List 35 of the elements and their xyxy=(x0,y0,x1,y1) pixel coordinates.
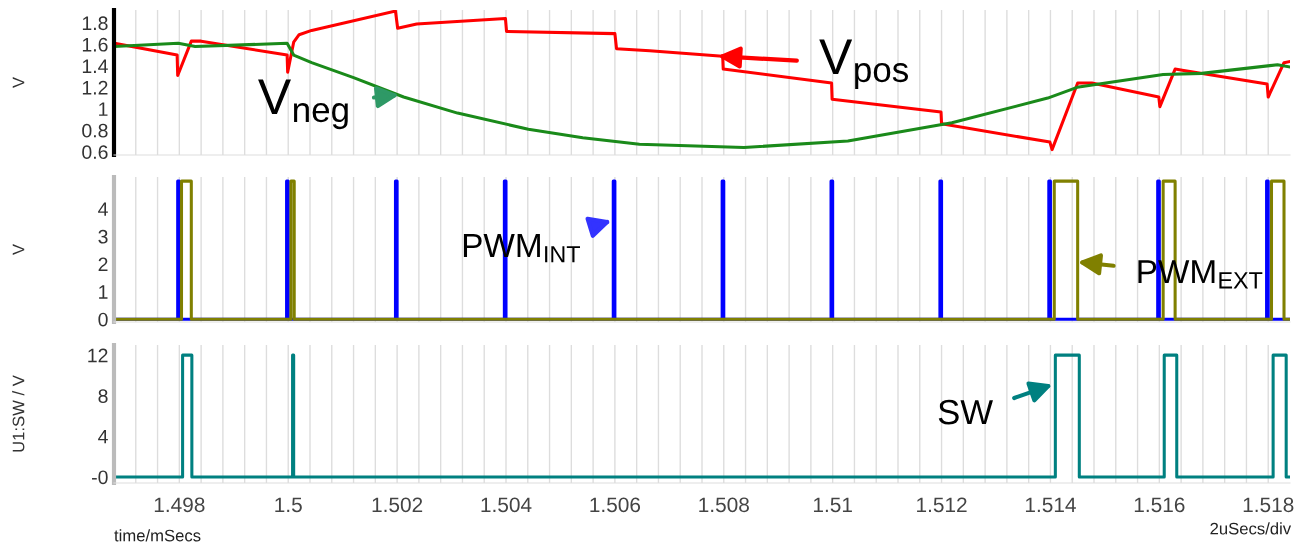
y-axis-title: U1:SW / V xyxy=(12,375,25,452)
y-tick-label: 1.2 xyxy=(82,80,108,95)
y-tick-label: 1.6 xyxy=(82,37,108,52)
y-axis-title: V xyxy=(12,77,25,88)
y-axis-title: V xyxy=(12,244,25,255)
x-axis-title: time/mSecs xyxy=(114,529,201,542)
x-tick-label: 1.506 xyxy=(590,497,641,513)
annotation: SW xyxy=(938,399,993,425)
y-tick-label: 8 xyxy=(98,389,108,403)
text: 2uSecs/div xyxy=(1210,522,1292,535)
x-tick-label: 1.508 xyxy=(699,497,749,513)
y-tick-label: -0 xyxy=(92,470,108,485)
y-tick-label: 0 xyxy=(98,312,108,327)
y-tick-label: 3 xyxy=(98,229,108,244)
x-tick-label: 1.516 xyxy=(1134,497,1185,513)
y-tick-label: 0.8 xyxy=(82,123,108,138)
x-tick-label: 1.512 xyxy=(917,497,967,513)
x-tick-label: 1.518 xyxy=(1243,497,1294,513)
y-tick-label: 4 xyxy=(98,429,108,444)
annotation: V$_{neg}$ xyxy=(258,79,348,130)
y-tick-label: 4 xyxy=(98,202,108,216)
x-tick-label: 1.51 xyxy=(813,497,852,513)
y-tick-label: 2 xyxy=(98,257,108,272)
y-tick-label: 1.4 xyxy=(82,59,108,73)
y-tick-label: 12 xyxy=(88,348,108,363)
x-tick-label: 1.502 xyxy=(372,497,423,513)
x-tick-label: 1.504 xyxy=(481,497,532,513)
y-tick-label: 1 xyxy=(99,102,108,116)
x-tick-label: 1.498 xyxy=(154,497,205,513)
x-tick-label: 1.5 xyxy=(275,497,302,513)
annotation: V$_{pos}$ xyxy=(819,39,908,90)
y-tick-label: 0.6 xyxy=(82,145,108,160)
y-tick-label: 1.8 xyxy=(82,16,108,31)
x-tick-label: 1.514 xyxy=(1025,497,1076,513)
y-tick-label: 1 xyxy=(99,285,108,299)
